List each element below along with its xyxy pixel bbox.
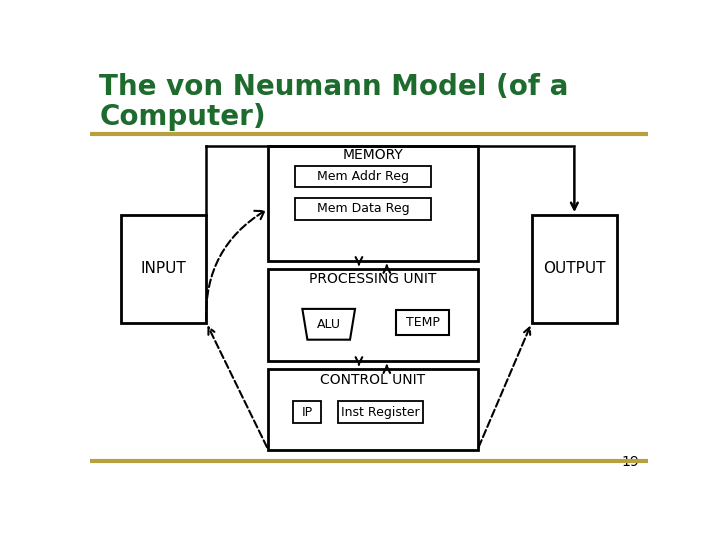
Text: IP: IP — [302, 406, 312, 419]
Bar — [295, 198, 431, 220]
Text: Computer): Computer) — [99, 103, 266, 131]
Text: PROCESSING UNIT: PROCESSING UNIT — [309, 272, 436, 286]
FancyArrowPatch shape — [206, 211, 264, 320]
Bar — [269, 269, 477, 361]
Text: The von Neumann Model (of a: The von Neumann Model (of a — [99, 72, 569, 100]
Polygon shape — [302, 309, 355, 340]
Bar — [269, 369, 477, 450]
Text: Mem Addr Reg: Mem Addr Reg — [318, 170, 409, 183]
Bar — [269, 146, 477, 261]
Text: CONTROL UNIT: CONTROL UNIT — [320, 373, 426, 387]
Bar — [295, 166, 431, 187]
Text: 19: 19 — [621, 455, 639, 469]
Text: Inst Register: Inst Register — [341, 406, 420, 419]
Text: OUTPUT: OUTPUT — [543, 261, 606, 276]
Bar — [293, 401, 321, 423]
Text: MEMORY: MEMORY — [343, 148, 403, 162]
Bar — [532, 215, 617, 323]
Text: Mem Data Reg: Mem Data Reg — [317, 202, 410, 215]
Bar — [121, 215, 206, 323]
Text: INPUT: INPUT — [140, 261, 186, 276]
Text: ALU: ALU — [317, 318, 341, 331]
Text: TEMP: TEMP — [405, 316, 439, 329]
Bar — [338, 401, 423, 423]
Bar — [396, 310, 449, 335]
